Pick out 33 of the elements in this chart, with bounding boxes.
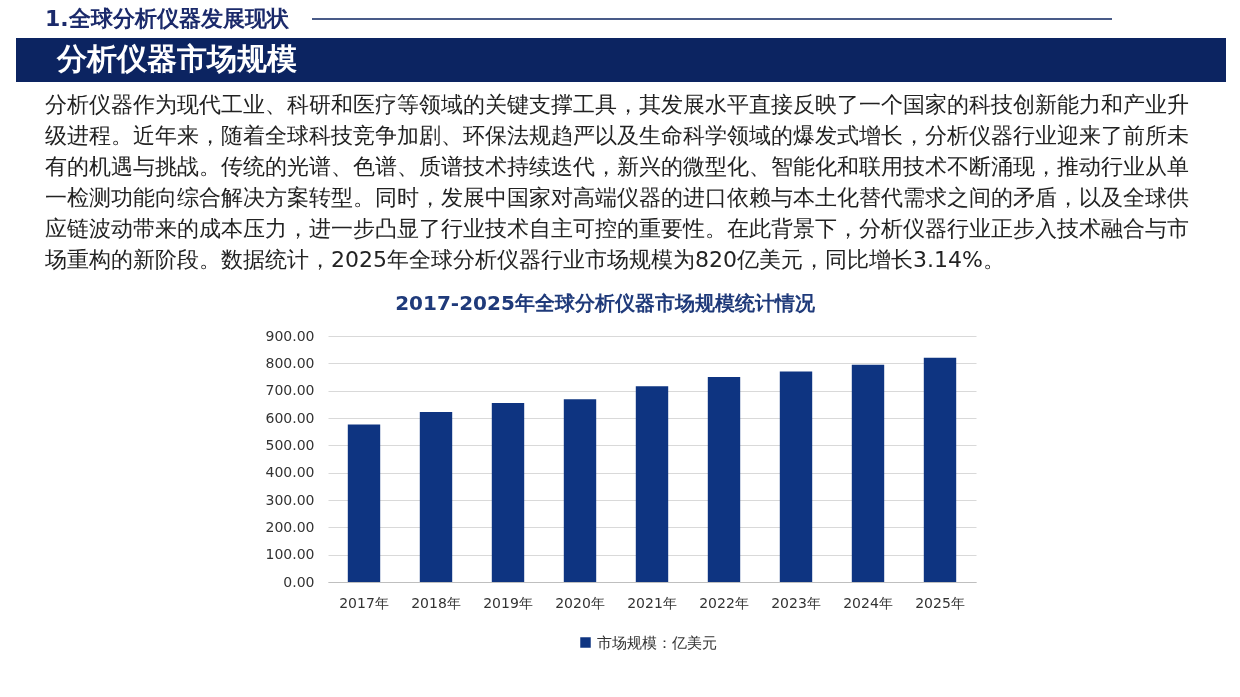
- x-tick-label: 2025年: [915, 594, 965, 611]
- y-tick-label: 200.00: [265, 518, 315, 535]
- bar: [707, 377, 741, 582]
- bar: [491, 402, 525, 582]
- bar: [635, 386, 669, 582]
- bar: [563, 399, 597, 582]
- x-tick-label: 2018年: [411, 594, 461, 611]
- y-tick-label: 100.00: [265, 546, 315, 563]
- x-tick-label: 2022年: [699, 594, 749, 611]
- chart-title: 2017-2025年全球分析仪器市场规模统计情况: [395, 291, 816, 315]
- bar: [347, 424, 381, 582]
- bar: [779, 371, 813, 582]
- bar: [851, 364, 885, 582]
- x-tick-label: 2024年: [843, 594, 893, 611]
- y-tick-label: 0.00: [283, 573, 315, 590]
- x-tick-label: 2020年: [555, 594, 605, 611]
- y-tick-label: 700.00: [265, 382, 315, 399]
- x-tick-label: 2021年: [627, 594, 677, 611]
- y-tick-label: 600.00: [265, 409, 315, 426]
- y-tick-label: 900.00: [265, 327, 315, 344]
- legend-label: 市场规模：亿美元: [597, 633, 717, 652]
- y-tick-label: 800.00: [265, 354, 315, 371]
- text: 分析仪器市场规模: [56, 41, 297, 76]
- x-tick-label: 2017年: [339, 594, 389, 611]
- y-tick-label: 400.00: [265, 464, 315, 481]
- x-tick-label: 2019年: [483, 594, 533, 611]
- x-tick-label: 2023年: [771, 594, 821, 611]
- text: 分析仪器作为现代工业、科研和医疗等领域的关键支撑工具，其发展水平直接反映了一个国家的科技创新能力和产业升级进程。近年来，随着全球科技竞争加剧、环保法规趋严以及生命科学领域的爆发式增长，分析仪器行业迎来了前所未有的机遇与挑战。传统的光谱、色谱、质谱技术持续迭代，新兴的微型化、智能化和联用技术不断涌现，推动行业从单一检测功能向综合解决方案转型。同时，发展中国家对高端仪器的进口依赖与本土化替代需求之间的矛盾，以及全球供应链波动带来的成本压力，进一步凸显了行业技术自主可控的重要性。在此背景下，分析仪器行业正步入技术融合与市场重构的新阶段。数据统计，2025年全球分析仪器行业市场规模为820亿美元，同比增长3.14%。: [44, 92, 1189, 272]
- bar: [923, 357, 957, 582]
- text: 1.全球分析仪器发展现状: [45, 6, 290, 31]
- bar: [419, 411, 453, 582]
- y-tick-label: 300.00: [265, 491, 315, 508]
- y-tick-label: 500.00: [265, 436, 315, 453]
